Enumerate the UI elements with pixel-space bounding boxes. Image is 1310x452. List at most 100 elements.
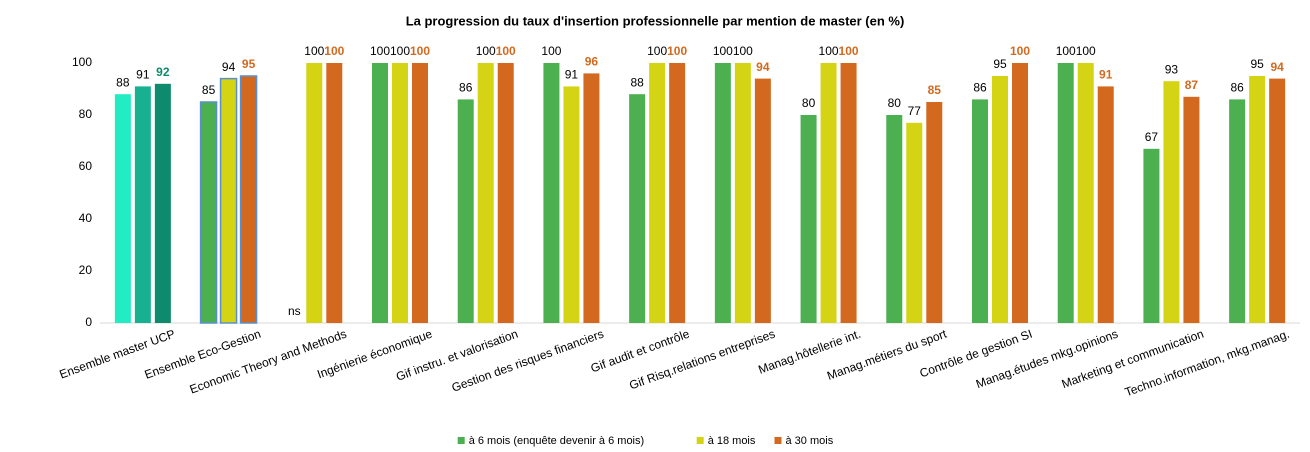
legend-swatch bbox=[774, 437, 782, 444]
bar bbox=[1077, 63, 1094, 323]
value-label: 91 bbox=[1099, 68, 1113, 82]
value-label: 94 bbox=[222, 60, 236, 74]
bar bbox=[219, 77, 238, 324]
value-label: 100 bbox=[496, 44, 516, 58]
value-label: 100 bbox=[324, 44, 344, 58]
value-label: 100 bbox=[819, 44, 839, 58]
x-tick-label: Gif Risq.relations entreprises bbox=[627, 327, 777, 393]
value-label: 100 bbox=[647, 44, 667, 58]
bar bbox=[629, 94, 646, 323]
value-label: 86 bbox=[1230, 81, 1244, 95]
bar bbox=[840, 63, 857, 323]
chart-title: La progression du taux d'insertion profe… bbox=[406, 13, 905, 28]
value-label: 100 bbox=[476, 44, 496, 58]
value-label: 96 bbox=[585, 55, 599, 69]
value-label: 80 bbox=[802, 96, 816, 110]
value-label: 100 bbox=[1076, 44, 1096, 58]
bar bbox=[457, 99, 474, 324]
value-label: 100 bbox=[370, 44, 390, 58]
value-label: 87 bbox=[1185, 78, 1199, 92]
value-label: 92 bbox=[156, 65, 170, 79]
bar bbox=[669, 63, 686, 323]
y-tick-label: 40 bbox=[79, 211, 93, 225]
bar bbox=[1183, 96, 1200, 323]
value-label: 94 bbox=[1270, 60, 1284, 74]
value-label: 100 bbox=[541, 44, 561, 58]
legend-label: à 30 mois bbox=[786, 435, 834, 447]
bar bbox=[972, 99, 988, 324]
bar bbox=[820, 63, 837, 323]
value-label: 100 bbox=[390, 44, 410, 58]
y-tick-label: 100 bbox=[72, 55, 92, 69]
value-label: 67 bbox=[1145, 130, 1159, 144]
bar bbox=[906, 122, 923, 323]
y-tick-label: 60 bbox=[79, 159, 93, 173]
value-label: 85 bbox=[928, 83, 942, 97]
value-label: 95 bbox=[242, 57, 256, 71]
value-label: 91 bbox=[565, 68, 579, 82]
bar bbox=[392, 63, 408, 323]
bar bbox=[1057, 63, 1074, 323]
value-label: 100 bbox=[839, 44, 859, 58]
value-label: 77 bbox=[908, 104, 922, 118]
value-label: 100 bbox=[713, 44, 733, 58]
x-tick-label: Gestion des risques financiers bbox=[450, 327, 606, 395]
y-tick-label: 0 bbox=[85, 315, 92, 329]
bar bbox=[412, 63, 428, 323]
bar bbox=[1229, 99, 1246, 324]
bar bbox=[1249, 76, 1266, 323]
legend-swatch bbox=[457, 437, 465, 444]
bar bbox=[563, 86, 580, 324]
x-tick-label: Marketing et communication bbox=[1060, 327, 1206, 391]
x-tick-label: Techno.information, mkg.manag. bbox=[1123, 327, 1291, 400]
value-label: 100 bbox=[667, 44, 687, 58]
value-label: 85 bbox=[202, 83, 216, 97]
bar bbox=[199, 101, 218, 324]
bar bbox=[477, 63, 494, 323]
bar bbox=[734, 63, 751, 323]
value-label: 100 bbox=[1010, 44, 1030, 58]
value-label: 88 bbox=[116, 75, 130, 89]
value-label: ns bbox=[288, 304, 301, 318]
bar bbox=[649, 63, 666, 323]
value-label: 93 bbox=[1165, 62, 1179, 76]
bar bbox=[992, 76, 1008, 323]
value-label: 91 bbox=[136, 68, 150, 82]
bar bbox=[800, 115, 817, 323]
value-label: 100 bbox=[733, 44, 753, 58]
value-label: 100 bbox=[410, 44, 430, 58]
bar bbox=[134, 86, 151, 324]
bar bbox=[326, 63, 343, 323]
bar bbox=[372, 63, 388, 323]
bar bbox=[926, 102, 943, 323]
bar bbox=[154, 83, 171, 323]
value-label: 94 bbox=[756, 60, 770, 74]
value-label: 100 bbox=[1056, 44, 1076, 58]
legend-label: à 18 mois bbox=[708, 435, 756, 447]
value-label: 88 bbox=[630, 75, 644, 89]
y-tick-label: 20 bbox=[79, 263, 93, 277]
bar bbox=[114, 94, 131, 323]
value-label: 86 bbox=[973, 81, 987, 95]
bar bbox=[239, 75, 258, 324]
bar bbox=[1012, 63, 1028, 323]
bar bbox=[1143, 148, 1160, 323]
legend-label: à 6 mois (enquête devenir à 6 mois) bbox=[469, 435, 644, 447]
bar bbox=[754, 78, 771, 323]
bar bbox=[1269, 78, 1286, 323]
bar bbox=[1163, 81, 1180, 323]
value-label: 95 bbox=[1250, 57, 1264, 71]
bar bbox=[886, 115, 903, 323]
bar bbox=[543, 63, 560, 323]
value-label: 95 bbox=[993, 57, 1007, 71]
value-label: 80 bbox=[888, 96, 902, 110]
value-label: 86 bbox=[459, 81, 473, 95]
value-label: 100 bbox=[304, 44, 324, 58]
bar bbox=[714, 63, 731, 323]
bar bbox=[1097, 86, 1114, 324]
bar bbox=[306, 63, 323, 323]
bar bbox=[497, 63, 514, 323]
bar bbox=[583, 73, 600, 324]
legend-swatch bbox=[696, 437, 704, 444]
